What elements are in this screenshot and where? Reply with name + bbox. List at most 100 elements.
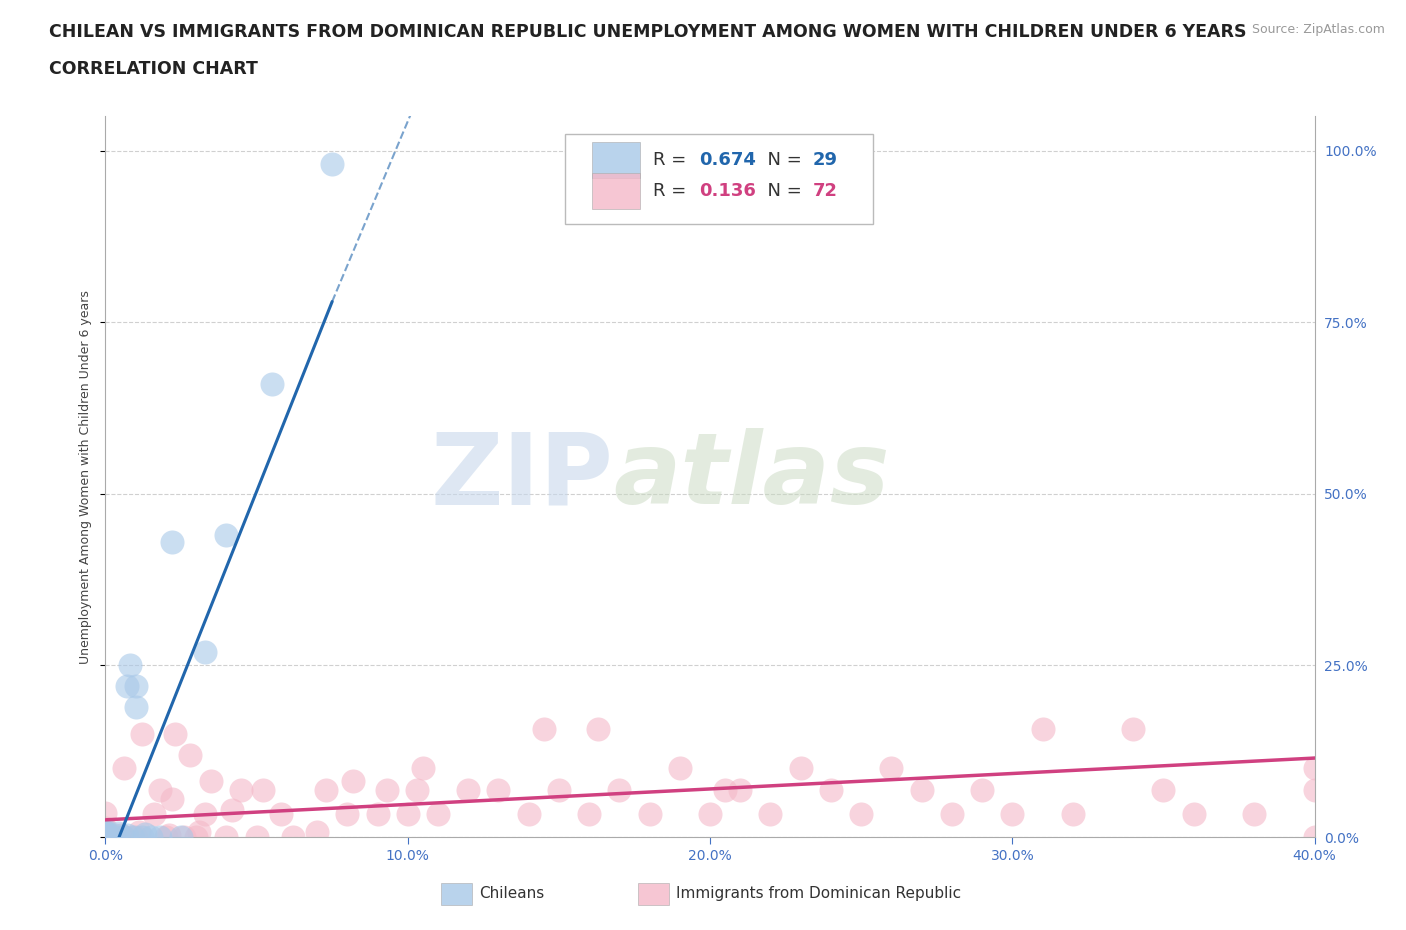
Text: 72: 72 [813, 182, 838, 200]
Point [142, 807, 165, 822]
Point [270, 807, 292, 822]
Point [115, 679, 138, 694]
Point [124, 679, 148, 694]
Point [107, 830, 129, 844]
Text: N =: N = [756, 152, 807, 169]
Point [94, 826, 117, 841]
Point [173, 830, 195, 844]
Point [970, 783, 993, 798]
Point [94, 830, 117, 844]
Y-axis label: Unemployment Among Women with Children Under 6 years: Unemployment Among Women with Children U… [79, 289, 93, 664]
Point [880, 761, 903, 776]
Point [315, 783, 337, 798]
Point [699, 807, 721, 822]
Point [112, 830, 135, 844]
Point [1243, 807, 1265, 822]
Point [586, 721, 609, 736]
Text: CHILEAN VS IMMIGRANTS FROM DOMINICAN REPUBLIC UNEMPLOYMENT AMONG WOMEN WITH CHIL: CHILEAN VS IMMIGRANTS FROM DOMINICAN REP… [49, 23, 1247, 41]
Text: Chileans: Chileans [479, 886, 544, 901]
FancyBboxPatch shape [592, 173, 640, 209]
Point [103, 830, 125, 844]
Point [1303, 761, 1326, 776]
Point [160, 791, 183, 806]
Point [396, 807, 419, 822]
Text: R =: R = [654, 152, 692, 169]
Point [186, 830, 208, 844]
Point [849, 807, 872, 822]
Point [124, 699, 148, 714]
Text: 0.136: 0.136 [699, 182, 756, 200]
Point [128, 825, 150, 840]
Point [714, 783, 737, 798]
Text: CORRELATION CHART: CORRELATION CHART [49, 60, 259, 78]
Point [94, 823, 117, 838]
Text: 29: 29 [813, 152, 838, 169]
Point [149, 830, 172, 844]
Point [157, 828, 180, 843]
Point [578, 807, 600, 822]
Point [94, 830, 117, 844]
Point [669, 761, 692, 776]
Point [94, 830, 117, 844]
Point [1001, 807, 1024, 822]
Point [94, 828, 117, 843]
Point [118, 658, 141, 672]
Text: R =: R = [654, 182, 692, 200]
Point [115, 828, 138, 843]
Point [1122, 721, 1144, 736]
Point [94, 825, 117, 840]
Point [112, 761, 135, 776]
Point [149, 783, 172, 798]
Point [375, 783, 398, 798]
Point [609, 783, 631, 798]
FancyBboxPatch shape [565, 134, 873, 224]
Point [131, 726, 153, 741]
Point [94, 825, 117, 840]
Point [730, 783, 752, 798]
Text: ZIP: ZIP [430, 428, 613, 525]
Point [1182, 807, 1205, 822]
Point [110, 828, 132, 843]
Point [246, 830, 269, 844]
Point [405, 783, 427, 798]
Point [221, 802, 243, 817]
Point [911, 783, 934, 798]
Point [427, 807, 450, 822]
Text: N =: N = [756, 182, 807, 200]
Point [155, 830, 177, 844]
Point [163, 726, 186, 741]
Point [94, 827, 117, 842]
Point [139, 830, 162, 844]
Point [638, 807, 661, 822]
Point [179, 747, 201, 762]
FancyBboxPatch shape [592, 142, 640, 179]
Point [412, 761, 434, 776]
Point [1153, 783, 1175, 798]
Point [548, 783, 571, 798]
Point [321, 157, 343, 172]
Point [170, 830, 193, 844]
Point [194, 807, 217, 822]
Point [260, 377, 283, 392]
Point [121, 830, 143, 844]
Point [252, 783, 274, 798]
Point [1303, 783, 1326, 798]
Point [160, 535, 183, 550]
Point [533, 721, 555, 736]
Point [231, 783, 253, 798]
Point [941, 807, 963, 822]
Point [215, 830, 238, 844]
Point [124, 830, 148, 844]
Point [107, 826, 129, 841]
Point [200, 773, 222, 788]
Point [194, 644, 217, 659]
Text: Immigrants from Dominican Republic: Immigrants from Dominican Republic [676, 886, 962, 901]
Point [188, 825, 211, 840]
Point [215, 527, 238, 542]
Text: Source: ZipAtlas.com: Source: ZipAtlas.com [1251, 23, 1385, 36]
Point [820, 783, 842, 798]
Point [94, 805, 117, 820]
Point [94, 830, 117, 844]
Text: atlas: atlas [613, 428, 890, 525]
Point [307, 825, 329, 840]
